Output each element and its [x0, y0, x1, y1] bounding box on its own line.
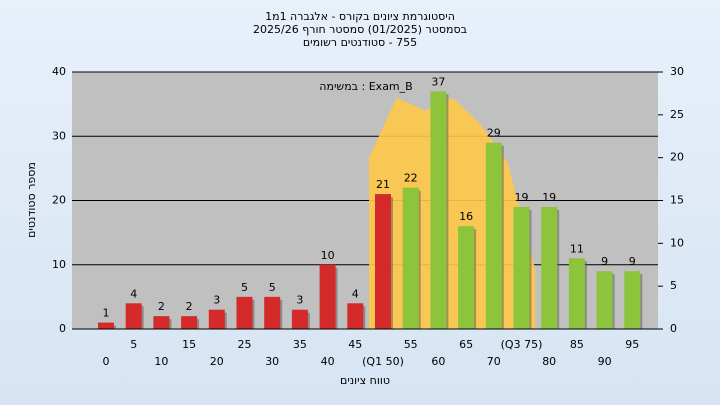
x-tick-label: 70	[487, 355, 501, 368]
data-label: 16	[459, 210, 473, 223]
x-tick-label: (Q1 50)	[362, 355, 404, 368]
bar	[208, 309, 225, 329]
data-label: 3	[296, 294, 303, 307]
bar	[430, 91, 447, 330]
x-tick-label: 45	[348, 338, 362, 351]
bar	[98, 322, 114, 329]
y2-tick-label: 30	[670, 65, 684, 78]
data-label: 10	[321, 249, 335, 262]
y2-tick-label: 0	[670, 322, 677, 335]
data-label: 1	[103, 307, 110, 320]
bar	[596, 271, 613, 329]
bar	[153, 316, 170, 329]
x-tick-label: 85	[570, 338, 584, 351]
x-tick-label: 25	[238, 338, 252, 351]
y2-tick-label: 5	[670, 279, 677, 292]
y-tick-label: 40	[52, 65, 66, 78]
x-axis-label: טווח ציונים	[340, 374, 390, 387]
x-tick-label: 65	[459, 338, 473, 351]
bar	[402, 187, 419, 329]
x-tick-label: 95	[625, 338, 639, 351]
x-tick-label: 10	[154, 355, 168, 368]
x-tick-label: 35	[293, 338, 307, 351]
x-tick-label: 55	[404, 338, 418, 351]
data-label: 2	[186, 300, 193, 313]
y-tick-label: 10	[52, 258, 66, 271]
bar	[624, 271, 641, 329]
data-label: 19	[515, 191, 529, 204]
x-tick-label: 15	[182, 338, 196, 351]
bar	[485, 142, 502, 329]
bar	[181, 316, 198, 329]
y-tick-label: 20	[52, 194, 66, 207]
data-label: 37	[431, 75, 445, 88]
bar	[541, 206, 558, 329]
x-tick-label: 40	[321, 355, 335, 368]
annotation: במשימה : Exam_B	[319, 80, 412, 93]
data-label: 21	[376, 178, 390, 191]
x-tick-label: 5	[130, 338, 137, 351]
title-line: 755 - סטודנטים רשומים	[303, 36, 417, 49]
bar	[125, 303, 142, 329]
data-label: 4	[352, 287, 359, 300]
x-tick-label: 30	[265, 355, 279, 368]
y-tick-label: 30	[52, 129, 66, 142]
data-label: 22	[404, 172, 418, 185]
y2-tick-label: 25	[670, 108, 684, 121]
y-tick-label: 0	[59, 322, 66, 335]
y2-tick-label: 20	[670, 151, 684, 164]
title-line: היסטוגרמת ציונים בקורס - אלגברה 1מ1	[265, 10, 455, 23]
data-label: 9	[629, 255, 636, 268]
bar	[347, 303, 364, 329]
data-label: 2	[158, 300, 165, 313]
data-label: 29	[487, 127, 501, 140]
x-tick-label: 0	[103, 355, 110, 368]
x-tick-label: 90	[598, 355, 612, 368]
x-tick-label: (Q3 75)	[501, 338, 543, 351]
bar	[264, 296, 281, 329]
y-axis-label: מספר סטודנטים	[25, 162, 38, 238]
bar	[513, 206, 530, 329]
title-line: בסמסטר (01/2025) סמסטר חורף 2025/26	[253, 23, 467, 36]
data-label: 5	[269, 281, 276, 294]
data-label: 5	[241, 281, 248, 294]
data-label: 3	[213, 294, 220, 307]
bar	[375, 194, 391, 329]
bar	[236, 296, 253, 329]
bar	[458, 226, 475, 329]
data-label: 11	[570, 242, 584, 255]
y2-tick-label: 15	[670, 194, 684, 207]
data-label: 9	[601, 255, 608, 268]
x-tick-label: 20	[210, 355, 224, 368]
x-tick-label: 60	[431, 355, 445, 368]
data-label: 4	[130, 287, 137, 300]
x-tick-label: 80	[542, 355, 556, 368]
bar	[319, 264, 336, 329]
y2-tick-label: 10	[670, 236, 684, 249]
bar	[568, 258, 585, 329]
data-label: 19	[542, 191, 556, 204]
bar	[291, 309, 308, 329]
